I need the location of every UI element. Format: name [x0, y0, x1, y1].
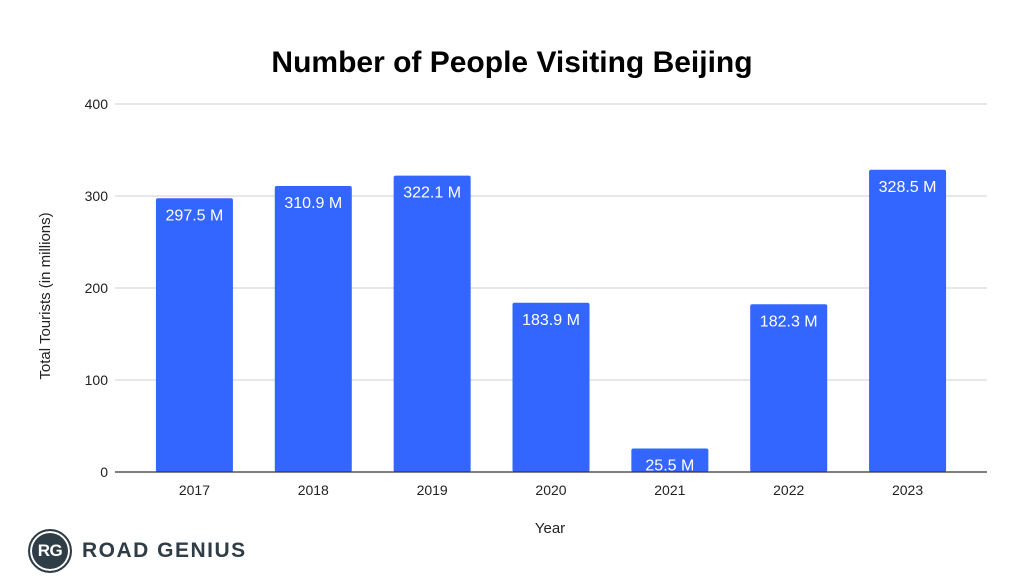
y-tick-label: 200	[85, 280, 109, 296]
bar-2018	[274, 185, 352, 473]
bars	[155, 169, 947, 473]
bar-2019	[393, 175, 471, 472]
data-label-2020: 183.9 M	[522, 312, 580, 329]
bar-2020	[512, 302, 590, 472]
x-axis-label: Year	[535, 520, 565, 537]
y-axis-ticks: 0 100 200 300 400	[85, 96, 109, 480]
bar-2021	[631, 448, 709, 472]
data-label-2019: 322.1 M	[403, 185, 461, 202]
y-tick-label: 300	[85, 188, 109, 204]
data-labels: 297.5 M 310.9 M 322.1 M 183.9 M 25.5 M 182.3 …	[166, 179, 937, 475]
x-axis-ticks: 2017 2018 2019 2020 2021 2022 2023	[179, 482, 924, 498]
x-tick-label: 2022	[773, 482, 804, 498]
data-label-2023: 328.5 M	[879, 179, 937, 196]
bar-2022	[750, 304, 828, 472]
x-tick-label: 2019	[417, 482, 448, 498]
x-tick-label: 2021	[654, 482, 685, 498]
chart-title: Number of People Visiting Beijing	[271, 46, 752, 79]
data-label-2017: 297.5 M	[166, 207, 224, 224]
x-tick-label: 2020	[535, 482, 566, 498]
data-label-2018: 310.9 M	[284, 195, 342, 212]
y-tick-label: 0	[100, 464, 108, 480]
bar-2023	[869, 169, 947, 472]
road-genius-logo: RG ROAD GENIUS	[28, 529, 247, 573]
x-tick-label: 2023	[892, 482, 923, 498]
data-label-2021: 25.5 M	[645, 458, 694, 475]
y-axis-label: Total Tourists (in millions)	[37, 212, 54, 379]
x-tick-label: 2017	[179, 482, 210, 498]
bar-2017	[155, 198, 233, 473]
rg-logo-icon: RG	[28, 529, 72, 573]
x-tick-label: 2018	[298, 482, 329, 498]
data-label-2022: 182.3 M	[760, 313, 818, 330]
brand-name: ROAD GENIUS	[82, 539, 247, 562]
y-tick-label: 100	[85, 372, 109, 388]
y-tick-label: 400	[85, 96, 109, 112]
